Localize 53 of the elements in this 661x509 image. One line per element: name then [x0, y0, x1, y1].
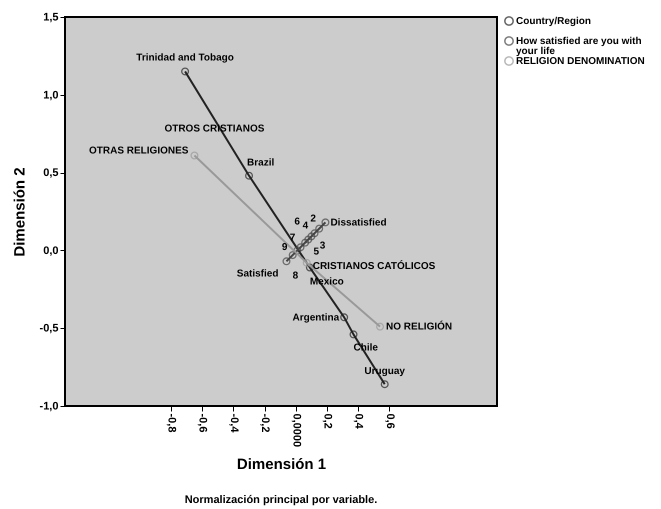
annotation: Dissatisfied [330, 217, 387, 228]
text: Normalización principal por variable. [184, 494, 378, 506]
point [340, 313, 348, 322]
x-tick-label: 0,4 [352, 414, 365, 430]
legend-label: Country/Region [516, 16, 591, 27]
point [282, 257, 290, 266]
annotation: Trinidad and Tobago [136, 52, 234, 64]
point [302, 258, 311, 267]
annotation: Argentina [292, 312, 340, 324]
point [301, 238, 310, 247]
annotation: 8 [292, 270, 299, 282]
legend-label: RELIGION DENOMINATION [516, 56, 645, 67]
x-tick-label: 0,0000 [290, 414, 302, 448]
point [306, 264, 314, 272]
annotation: Satisfied [236, 268, 278, 280]
y-tick-label: 1,0 [43, 89, 58, 102]
x-tick-label: -0,6 [196, 414, 209, 432]
annotation: 4 [302, 220, 309, 232]
annotation: CRISTIANOS CATÓLICOS [312, 260, 436, 272]
point [304, 236, 312, 244]
x-axis-title: Dimensión 1 [236, 456, 326, 474]
x-tick-label: -0,2 [259, 414, 272, 432]
legend-label: How satisfied are you with your life [516, 36, 642, 57]
point [296, 243, 304, 252]
point [310, 229, 319, 238]
x-tick-label: 0,6 [384, 414, 396, 429]
point [350, 330, 358, 338]
y-axis-title: Dimensión 2 [12, 167, 29, 257]
point [380, 380, 389, 388]
x-tick-label: -0,4 [228, 414, 240, 434]
annotation: NO RELIGIÓN [386, 320, 452, 333]
y-tick-label: 0,0 [43, 244, 58, 257]
y-tick-label: 1,5 [43, 12, 58, 24]
point [315, 224, 324, 233]
point [376, 322, 384, 331]
annotation: OTRAS RELIGIONES [88, 145, 189, 156]
annotation: 9 [282, 242, 288, 254]
x-tick-label: -0,8 [166, 414, 178, 432]
annotation: 2 [310, 214, 316, 225]
annotation: 3 [320, 240, 326, 252]
point [245, 172, 254, 180]
point [190, 151, 198, 160]
y-tick-label: -1,0 [40, 400, 58, 412]
y-tick-label: -0,5 [40, 322, 58, 335]
point [307, 232, 316, 240]
annotation: Brazil [247, 158, 274, 169]
annotation: 6 [294, 216, 300, 228]
y-tick-label: 0,5 [43, 167, 58, 180]
annotation: 5 [314, 246, 320, 258]
point [288, 251, 297, 260]
point [181, 67, 190, 76]
x-tick-label: 0,2 [322, 414, 334, 429]
point [321, 218, 330, 226]
